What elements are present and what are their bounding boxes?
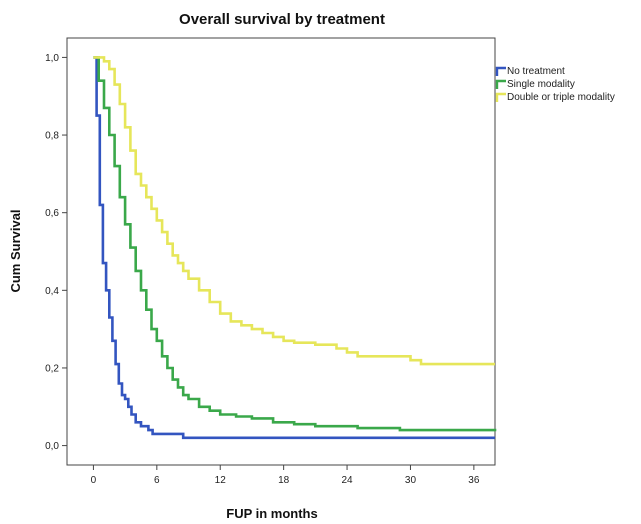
y-axis-label: Cum Survival [8,209,23,292]
legend-swatch-double-or-triple-modality [495,92,506,102]
legend-label-single-modality: Single modality [507,79,575,90]
x-tick-label: 36 [468,475,480,486]
x-tick-label: 6 [154,475,160,486]
plot-frame [66,37,496,466]
legend-swatch-single-modality [495,79,506,89]
y-tick-label: 0,0 [45,441,59,452]
legend-label-no-treatment: No treatment [507,66,565,77]
x-tick-label: 0 [91,475,97,486]
x-tick-label: 12 [215,475,227,486]
y-tick-label: 0,6 [45,208,59,219]
y-tick-label: 0,4 [45,286,59,297]
y-tick-label: 0,2 [45,363,59,374]
y-tick-label: 1,0 [45,53,59,64]
x-axis-label: FUP in months [226,506,317,521]
x-tick-label: 24 [341,475,353,486]
x-axis: 0 6 12 18 24 30 36 [91,465,480,486]
series-line-double-or-triple-modality [93,56,495,366]
legend-label-double-or-triple-modality: Double or triple modality [507,92,615,103]
x-tick-label: 18 [278,475,290,486]
y-tick-label: 0,8 [45,131,59,142]
series-line-single-modality [93,56,497,432]
series-layer [93,56,497,440]
series-line-no-treatment [93,56,495,440]
chart-title: Overall survival by treatment [179,11,385,28]
legend-swatch-no-treatment [495,66,506,76]
legend: No treatment Single modality Double or tri… [495,66,615,103]
y-axis: 0,0 0,2 0,4 0,6 0,8 1,0 [45,53,67,452]
x-tick-label: 30 [405,475,417,486]
